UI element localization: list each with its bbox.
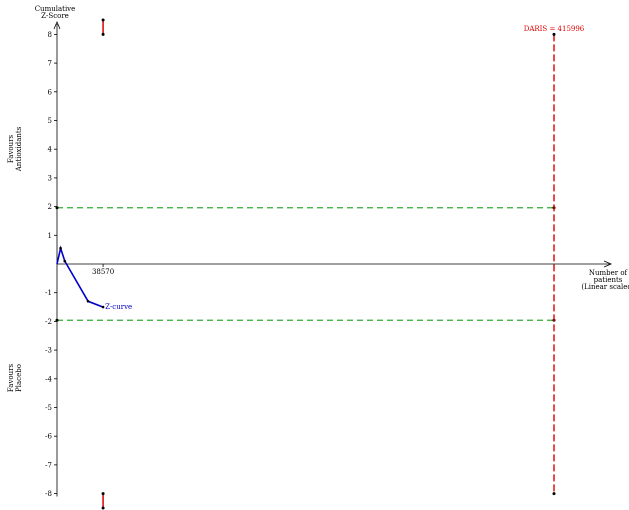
series xyxy=(56,18,105,510)
y-axis-label: Z-Score xyxy=(41,12,69,20)
y-tick-label: 5 xyxy=(48,117,52,125)
y-tick-label: 2 xyxy=(48,203,52,211)
y-tick-label: -4 xyxy=(45,375,52,383)
favours-placebo-label-line: Placebo xyxy=(15,364,23,392)
x-axis-label: (Linear scaled) xyxy=(581,283,629,291)
favours-placebo-label: Favours Placebo xyxy=(7,364,23,393)
favours-antioxidants-label-line: Antioxidants xyxy=(15,126,23,172)
y-tick-label: 6 xyxy=(48,88,53,96)
boundary-point xyxy=(55,318,59,322)
monitoring-boundary-top-point xyxy=(101,18,105,22)
y-tick-label: 8 xyxy=(48,31,52,39)
x-axis-label: Number of xyxy=(589,269,629,277)
daris-point-bottom xyxy=(552,492,556,496)
y-axis-arrow xyxy=(53,20,61,30)
y-tick-label: -1 xyxy=(45,289,52,297)
y-axis-label: Cumulative xyxy=(35,5,76,13)
daris-label: DARIS = 415996 xyxy=(524,25,585,33)
favours-placebo-label-line: Favours xyxy=(7,364,15,393)
y-tick-label: -8 xyxy=(45,490,52,498)
y-tick-label: 7 xyxy=(48,60,52,68)
monitoring-boundary-top-point xyxy=(101,32,105,36)
monitoring-boundary-bottom-point xyxy=(101,506,105,510)
z-curve-line xyxy=(56,245,104,308)
z-curve-point xyxy=(59,246,62,250)
x-tick-label: 38570 xyxy=(92,268,114,276)
y-tick-label: 3 xyxy=(48,174,52,182)
monitoring-boundary-bottom-point xyxy=(101,492,105,496)
y-tick-label: -2 xyxy=(45,318,52,326)
daris-point-top xyxy=(552,32,556,36)
favours-antioxidants-label: Favours Antioxidants xyxy=(7,126,23,172)
y-tick-label: -6 xyxy=(45,433,52,441)
boundary-lines xyxy=(55,32,556,496)
z-curve-point xyxy=(63,259,67,263)
y-tick-label: -5 xyxy=(45,404,52,412)
favours-antioxidants-label-line: Favours xyxy=(7,135,15,164)
x-axis-label: patients xyxy=(594,276,623,284)
x-axis-arrow xyxy=(603,260,613,268)
z-curve-point xyxy=(101,305,105,309)
axes xyxy=(53,20,613,497)
y-tick-label: -3 xyxy=(45,347,52,355)
y-tick-label: 4 xyxy=(48,146,53,154)
boundary-point xyxy=(55,206,59,210)
z-curve-label: Z-curve xyxy=(105,303,132,311)
labels: 87654321-1-2-3-4-5-6-7-838570CumulativeZ… xyxy=(7,5,629,498)
z-curve-point xyxy=(86,300,90,303)
y-tick-label: -7 xyxy=(45,461,52,469)
y-tick-label: 1 xyxy=(48,232,52,240)
